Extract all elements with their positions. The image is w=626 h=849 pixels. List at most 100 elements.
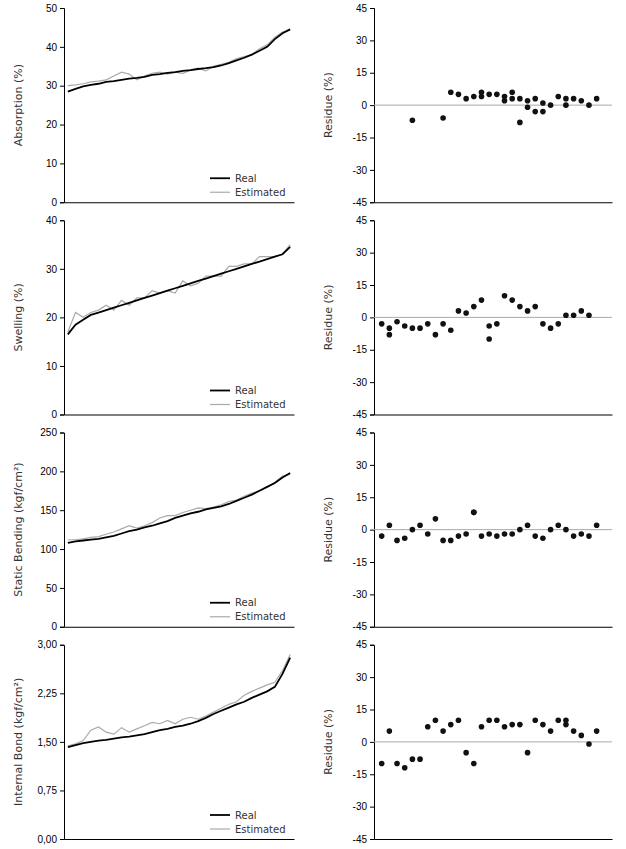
scatter-point bbox=[479, 297, 485, 303]
y-axis: -45-30-150153045 bbox=[353, 639, 375, 844]
y-tick-mark bbox=[370, 774, 374, 775]
y-tick-mark bbox=[370, 350, 374, 351]
y-tick: 30 bbox=[46, 80, 64, 91]
y-tick-label: -45 bbox=[353, 834, 368, 845]
y-tick-label: -15 bbox=[353, 769, 368, 780]
scatter-point bbox=[540, 722, 546, 728]
scatter-point bbox=[479, 94, 485, 100]
y-tick-mark bbox=[60, 317, 64, 318]
y-tick-label: 45 bbox=[356, 3, 368, 14]
y-axis-title: Internal Bond (kgf/cm²) bbox=[12, 678, 25, 806]
y-tick-mark bbox=[370, 105, 374, 106]
series-line bbox=[68, 658, 290, 747]
scatter-point bbox=[425, 724, 431, 730]
panel: 010203040Swelling (%)RealEstimated bbox=[12, 215, 295, 420]
scatter-point bbox=[594, 728, 600, 734]
scatter-point bbox=[525, 104, 531, 110]
x-axis-line bbox=[65, 627, 295, 628]
scatter-point bbox=[548, 527, 554, 533]
scatter-point bbox=[440, 115, 446, 121]
scatter-point bbox=[571, 728, 577, 734]
y-tick-label: -45 bbox=[353, 197, 368, 208]
scatter-point bbox=[532, 533, 538, 539]
legend-item: Estimated bbox=[210, 187, 286, 198]
legend-item: Real bbox=[210, 810, 257, 821]
scatter-point bbox=[425, 531, 431, 537]
plot-area bbox=[68, 245, 290, 335]
y-axis-line bbox=[60, 9, 65, 203]
panel: -45-30-150153045Residue (%) bbox=[322, 215, 613, 420]
series-line bbox=[68, 473, 290, 543]
y-tick-label: 30 bbox=[356, 247, 368, 258]
y-tick-mark bbox=[370, 627, 374, 628]
y-tick: -30 bbox=[353, 589, 374, 600]
y-tick-mark bbox=[370, 433, 374, 434]
panel: 01020304050Absorption (%)RealEstimated bbox=[12, 3, 295, 208]
y-axis: 0,000,751,502,253,00 bbox=[38, 639, 65, 844]
y-tick: 0 bbox=[361, 100, 374, 111]
legend-label: Real bbox=[235, 173, 257, 184]
y-axis-title: Swelling (%) bbox=[12, 283, 25, 351]
x-axis bbox=[65, 202, 295, 203]
y-tick: 30 bbox=[356, 672, 374, 683]
y-tick: -15 bbox=[353, 344, 374, 355]
y-tick-label: -45 bbox=[353, 409, 368, 420]
y-tick-mark bbox=[370, 253, 374, 254]
y-tick-label: 30 bbox=[46, 80, 58, 91]
y-tick-label: 0,00 bbox=[38, 834, 58, 845]
y-tick: 50 bbox=[46, 583, 64, 594]
y-tick-mark bbox=[370, 562, 374, 563]
y-tick-label: 0 bbox=[51, 621, 57, 632]
y-tick: -45 bbox=[353, 834, 374, 845]
x-axis-line bbox=[375, 627, 613, 628]
scatter-point bbox=[594, 96, 600, 102]
y-tick: -45 bbox=[353, 409, 374, 420]
y-axis-line bbox=[60, 645, 65, 839]
y-tick-mark bbox=[60, 693, 64, 694]
y-tick: 40 bbox=[46, 42, 64, 53]
y-axis-line bbox=[60, 221, 65, 415]
y-tick: -30 bbox=[353, 377, 374, 388]
y-tick-mark bbox=[370, 317, 374, 318]
y-tick-mark bbox=[60, 415, 64, 416]
y-tick-mark bbox=[60, 790, 64, 791]
scatter-point bbox=[456, 92, 462, 98]
y-tick-mark bbox=[60, 742, 64, 743]
y-tick-mark bbox=[370, 285, 374, 286]
scatter-point bbox=[440, 728, 446, 734]
y-tick: 15 bbox=[356, 704, 374, 715]
y-tick-mark bbox=[60, 163, 64, 164]
y-axis: -45-30-150153045 bbox=[353, 427, 375, 632]
y-tick-label: -15 bbox=[353, 557, 368, 568]
y-tick-label: 0 bbox=[361, 737, 367, 748]
scatter-point bbox=[440, 538, 446, 544]
y-tick-label: 0 bbox=[361, 312, 367, 323]
reference-line bbox=[374, 105, 612, 106]
y-tick-label: 0,75 bbox=[38, 785, 58, 796]
y-tick-mark bbox=[60, 8, 64, 9]
plot-area bbox=[374, 89, 612, 125]
reference-line bbox=[374, 741, 612, 742]
y-tick: 0 bbox=[51, 409, 64, 420]
scatter-point bbox=[456, 533, 462, 539]
scatter-point bbox=[471, 304, 477, 310]
x-axis bbox=[375, 202, 613, 203]
y-tick-mark bbox=[370, 594, 374, 595]
plot-area bbox=[374, 293, 612, 342]
x-axis-line bbox=[375, 839, 613, 840]
scatter-point bbox=[463, 310, 469, 316]
y-tick: 40 bbox=[46, 215, 64, 226]
y-tick-label: 2,25 bbox=[38, 688, 58, 699]
y-tick-mark bbox=[370, 8, 374, 9]
y-tick: 45 bbox=[356, 427, 374, 438]
scatter-point bbox=[509, 297, 515, 303]
scatter-point bbox=[402, 535, 408, 541]
x-axis bbox=[65, 839, 295, 840]
y-axis: -45-30-150153045 bbox=[353, 215, 375, 420]
scatter-point bbox=[540, 321, 546, 327]
y-tick-label: 40 bbox=[46, 42, 58, 53]
y-axis-line bbox=[60, 433, 65, 627]
y-tick-label: 3,00 bbox=[38, 639, 58, 650]
scatter-point bbox=[394, 538, 400, 544]
legend-swatch bbox=[210, 404, 230, 405]
